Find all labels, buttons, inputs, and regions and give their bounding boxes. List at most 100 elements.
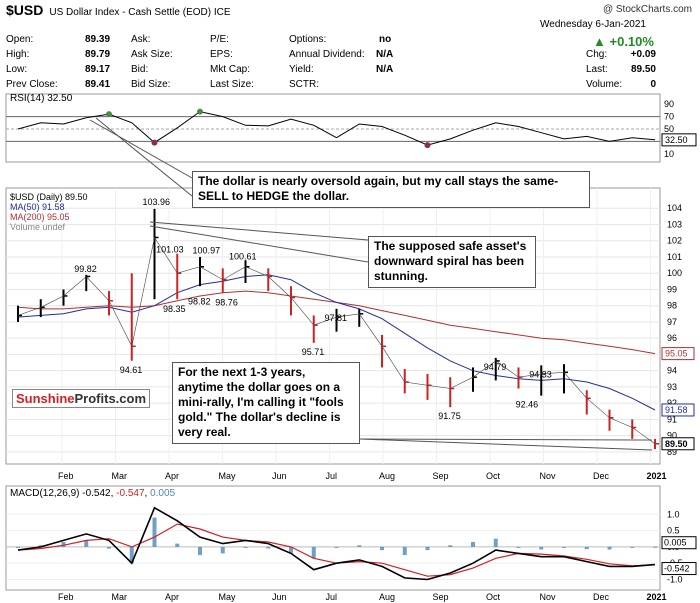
x-label-bottom-Jun: Jun: [272, 592, 287, 602]
x-label-bottom-May: May: [219, 592, 237, 602]
low-value: 89.17: [85, 64, 111, 75]
macd-tick--1: -1.0: [667, 574, 683, 584]
macd-hist-bar: [289, 546, 293, 554]
bid-size-label: Bid Size:: [131, 79, 171, 90]
ask-label: Ask:: [131, 34, 151, 45]
price-label-99.82: 99.82: [74, 264, 97, 274]
rsi-callout-line-b: [95, 117, 193, 197]
macd-tag-box: [661, 562, 697, 576]
rsi-overbought-mark: [197, 108, 203, 115]
price-tick-96: 96: [667, 333, 677, 343]
macd-legend: MACD(12,26,9) -0.542, -0.547, 0.005: [10, 488, 176, 499]
price-tag-89.50: 89.50: [661, 437, 695, 451]
macd-panel-frame: [5, 485, 661, 591]
rsi-tick-90: 90: [664, 99, 674, 109]
x-label-bottom-2021: 2021: [647, 592, 667, 602]
macd-legend-macd: -0.542: [82, 488, 111, 499]
x-label-mid-Apr: Apr: [165, 471, 179, 481]
macd-hist-bar: [334, 546, 339, 548]
price-label-98.35: 98.35: [163, 304, 186, 314]
macd-hist-bar: [516, 546, 521, 548]
symbol: $USD: [6, 2, 44, 18]
dividend-value: N/A: [376, 49, 394, 60]
ask-size-label: Ask Size:: [131, 49, 173, 60]
price-x-axis: Feb Mar Apr May Jun Jul Aug Sep Oct Nov Dec 2021: [58, 471, 667, 481]
price-tag-text: 91.58: [665, 405, 688, 415]
mini-rally-callout: For the next 1-3 years, anytime the doll…: [172, 362, 360, 444]
quote-date: Wednesday 6-Jan-2021: [540, 19, 646, 30]
x-label-bottom-Jul: Jul: [326, 592, 338, 602]
change-percent: ▲ +0.10%: [593, 34, 654, 49]
price-label-100.61: 100.61: [229, 251, 257, 261]
price-tick-100: 100: [667, 268, 682, 278]
last-size-label: Last Size:: [210, 79, 254, 90]
chart-title: $USD US Dollar Index - Cash Settle (EOD) …: [6, 2, 231, 18]
price-tick-90: 90: [667, 431, 677, 441]
x-label-mid-Aug: Aug: [379, 471, 395, 481]
high-label: High:: [6, 49, 30, 60]
price-label-94.79: 94.79: [484, 362, 507, 372]
price-close-line: [17, 236, 656, 445]
macd-hist-bar: [243, 546, 248, 548]
logo-part-a: Sunshine: [16, 391, 75, 406]
rsi-last-tag-text: 32.50: [665, 135, 688, 145]
macd-hist-bar: [402, 546, 407, 556]
x-label-mid-Jul: Jul: [326, 471, 338, 481]
x-label-mid-Sep: Sep: [433, 471, 449, 481]
x-label-bottom-Oct: Oct: [486, 592, 501, 602]
price-label-98.82: 98.82: [188, 296, 211, 306]
macd-hist-bar: [584, 546, 589, 550]
macd-tick-1: 1.0: [667, 509, 680, 519]
sctr-label: SCTR:: [289, 79, 319, 90]
macd-tick-0.5: 0.5: [667, 526, 680, 536]
safe-asset-callout: The supposed safe asset's downward spira…: [368, 236, 536, 288]
x-label-mid-2021: 2021: [647, 471, 667, 481]
high-value: 89.79: [85, 49, 111, 60]
price-tick-101: 101: [667, 252, 682, 262]
rsi-line: [17, 111, 656, 146]
price-tick-92: 92: [667, 398, 677, 408]
macd-legend-hist: 0.005: [150, 488, 175, 499]
x-label-mid-Mar: Mar: [112, 471, 128, 481]
macd-line: [17, 506, 656, 581]
macd-chart: -1.0-0.50.00.51.00.005-0.542: [6, 506, 697, 584]
x-label-bottom-Sep: Sep: [433, 592, 449, 602]
macd-hist-bar: [175, 543, 180, 547]
rsi-tick-70: 70: [664, 112, 674, 122]
safe-callout-line-a: [149, 221, 369, 241]
macd-hist-bar: [607, 546, 612, 550]
macd-hist-bar: [539, 546, 544, 550]
macd-hist-bar: [220, 546, 225, 554]
prev-close-label: Prev Close:: [6, 79, 58, 90]
macd-hist-bar: [266, 546, 271, 549]
price-tag-text: 89.50: [665, 439, 688, 449]
macd-hist-bar: [198, 546, 202, 556]
macd-hist-bar: [84, 540, 89, 547]
price-legend-item-0: $USD (Daily) 89.50: [10, 192, 88, 202]
macd-legend-prefix: MACD(12,26,9): [10, 488, 79, 499]
rsi-oversold-mark: [151, 139, 158, 146]
macd-hist-bar: [152, 517, 157, 547]
macd-hist-bar: [61, 542, 66, 547]
macd-hist-bar: [107, 546, 111, 549]
dividend-label: Annual Dividend:: [289, 49, 365, 60]
price-tick-103: 103: [667, 219, 682, 229]
x-label-mid-Oct: Oct: [486, 471, 501, 481]
x-label-bottom-Mar: Mar: [112, 592, 128, 602]
sunshine-profits-logo: SunshineProfits.com: [12, 389, 151, 408]
price-tick-104: 104: [667, 203, 682, 213]
macd-legend-sep2: ,: [145, 488, 151, 499]
x-label-bottom-Nov: Nov: [540, 592, 557, 602]
options-label: Options:: [289, 34, 327, 45]
price-legend-item-2: MA(200) 95.05: [10, 212, 70, 222]
macd-tag-text: 0.005: [664, 538, 687, 548]
rsi-callout-line-a: [89, 119, 193, 179]
rally-callout-line-b: [359, 438, 653, 451]
price-label-91.75: 91.75: [438, 411, 461, 421]
price-tick-93: 93: [667, 382, 677, 392]
price-tick-102: 102: [667, 236, 682, 246]
low-label: Low:: [6, 64, 28, 75]
price-tick-99: 99: [667, 284, 677, 294]
